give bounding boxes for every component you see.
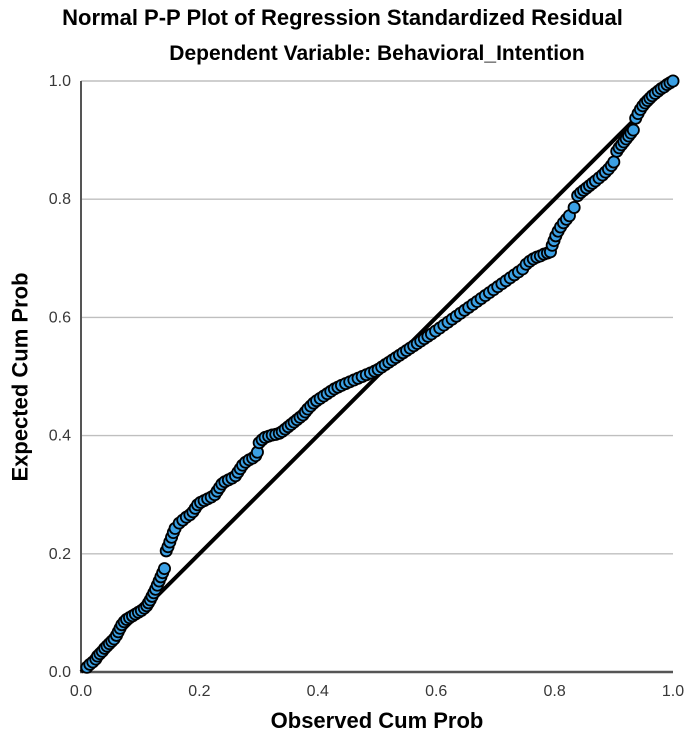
chart-subtitle: Dependent Variable: Behavioral_Intention [169,42,585,65]
y-tick-label: 0.0 [49,664,71,681]
data-point [626,123,640,137]
y-tick-label: 0.2 [49,546,71,563]
x-tick-label: 0.6 [425,683,447,700]
y-tick-label: 0.4 [49,428,71,445]
y-tick-label: 0.6 [49,309,71,326]
x-tick-label: 0.8 [543,683,565,700]
y-tick-label: 1.0 [49,73,71,90]
data-point [666,74,680,88]
chart-title: Normal P-P Plot of Regression Standardiz… [62,5,623,30]
y-tick-label: 0.8 [49,191,71,208]
x-tick-label: 1.0 [662,683,684,700]
data-point [567,200,581,214]
x-tick-label: 0.4 [307,683,329,700]
x-tick-label: 0.0 [70,683,92,700]
data-point [607,155,621,169]
x-tick-label: 0.2 [188,683,210,700]
data-point [157,562,171,576]
x-axis-title: Observed Cum Prob [270,708,484,733]
